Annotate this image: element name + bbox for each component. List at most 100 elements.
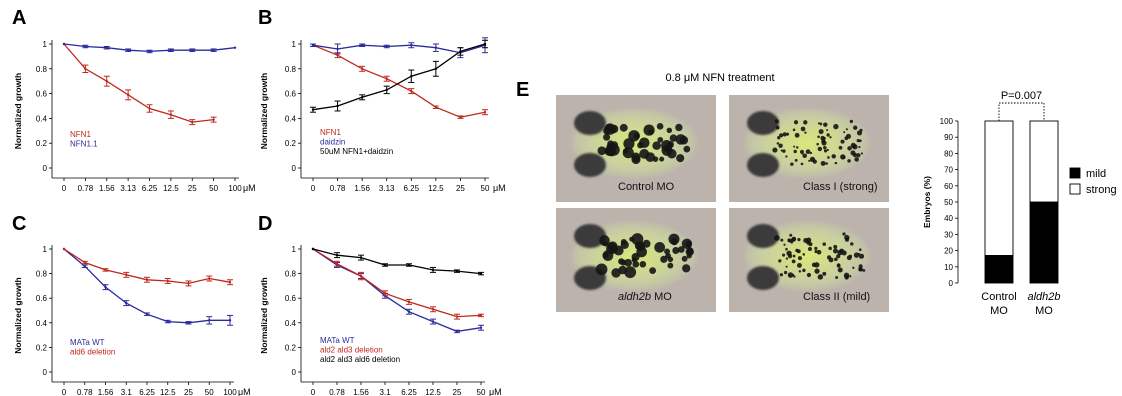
melanocyte (811, 262, 817, 268)
melanocyte (853, 125, 858, 130)
melanocyte (814, 268, 820, 274)
y-tick-label: 40 (944, 214, 953, 223)
melanocyte (682, 264, 691, 273)
melanocyte (631, 233, 644, 246)
data-point (459, 50, 462, 53)
melanocyte (849, 275, 852, 278)
melanocyte (857, 252, 861, 256)
legend-entry: ald2 ald3 deletion (320, 346, 383, 355)
melanocyte (797, 262, 802, 268)
melanocyte (805, 149, 811, 155)
melanocyte (656, 123, 664, 130)
data-point (360, 67, 364, 71)
legend-entry: NFN1 (70, 130, 91, 139)
legend-entry: MATa WT (320, 336, 355, 345)
y-tick-label: 0.4 (285, 319, 297, 328)
series-line (312, 248, 482, 275)
melanocyte (780, 238, 784, 242)
x-tick-label: 3.13 (379, 184, 395, 193)
data-point (62, 42, 66, 46)
x-tick-label: 6.25 (139, 388, 155, 396)
melanocyte (664, 248, 670, 255)
data-point (148, 107, 151, 110)
melanocyte (856, 153, 861, 158)
p-value-annotation: P=0.007 (1001, 90, 1042, 102)
data-point (208, 319, 211, 322)
melanocyte (841, 250, 847, 256)
data-point (434, 67, 438, 71)
data-point (311, 247, 315, 251)
melanocyte (666, 141, 674, 149)
melanocyte (631, 155, 641, 165)
chart-c: 0 0.2 0.4 0.6 0.8 1 0 0.78 1.56 3.1 6.25 12.5 25 50 10… (13, 245, 251, 396)
melanocyte (797, 256, 802, 261)
data-point (483, 42, 487, 46)
melanocyte (620, 239, 627, 246)
melanocyte (622, 148, 629, 154)
data-point (359, 274, 363, 278)
photo-label: Control MO (618, 181, 675, 193)
melanocyte (862, 268, 866, 272)
melanocyte (840, 139, 845, 144)
melanocyte (779, 273, 784, 277)
melanocyte (776, 142, 780, 145)
melanocyte (817, 146, 823, 152)
melanocyte (827, 156, 830, 159)
data-point (455, 315, 459, 318)
data-point (336, 47, 339, 51)
melanocyte (804, 131, 807, 134)
embryo-eye (747, 111, 779, 135)
melanocyte (624, 258, 633, 267)
y-tick-label: 50 (944, 198, 953, 207)
melanocyte (826, 148, 829, 152)
y-tick-label: 0.2 (36, 343, 48, 352)
data-point (212, 49, 215, 52)
melanocyte (677, 246, 685, 253)
data-point (311, 44, 315, 47)
data-point (483, 111, 487, 114)
melanocyte (837, 249, 843, 256)
melanocyte (808, 159, 811, 162)
data-point (169, 49, 173, 52)
melanocyte (856, 130, 863, 136)
melanocyte (624, 266, 637, 279)
data-point (191, 120, 194, 124)
melanocyte (832, 248, 838, 254)
x-unit-label: μM (243, 183, 256, 193)
data-point (104, 268, 107, 272)
melanocyte (783, 270, 788, 275)
embryo-photo: aldh2b MO (556, 208, 716, 312)
melanocyte (818, 129, 824, 135)
embryo-eye (747, 224, 779, 248)
data-point (83, 261, 86, 264)
chart-e: 0 10 20 30 40 50 60 70 80 90 100 Embryos (%) Control… (922, 90, 1117, 317)
embryo-eye (574, 111, 606, 135)
melanocyte (603, 133, 611, 141)
embryo-eye (747, 266, 779, 290)
melanocyte (657, 136, 664, 143)
melanocyte (833, 244, 838, 249)
data-point (166, 279, 169, 283)
melanocyte (844, 136, 849, 141)
melanocyte (606, 142, 616, 152)
y-tick-label: 90 (944, 133, 953, 142)
data-point (479, 326, 483, 329)
melanocyte (778, 259, 782, 263)
data-point (105, 46, 108, 49)
data-point (479, 314, 483, 317)
melanocyte (793, 145, 796, 148)
data-point (148, 50, 151, 53)
melanocyte (807, 247, 812, 252)
melanocyte (822, 242, 827, 246)
melanocyte (642, 239, 651, 248)
x-tick-label: 50 (477, 388, 486, 396)
melanocyte (825, 162, 828, 165)
melanocyte (800, 162, 804, 166)
melanocyte (852, 266, 855, 269)
y-tick-label: 1 (292, 245, 297, 254)
melanocyte (607, 241, 618, 252)
melanocyte (794, 158, 798, 162)
melanocyte (843, 131, 846, 134)
y-axis-label: Normalized growth (13, 277, 23, 354)
bar-segment-strong (984, 120, 1014, 256)
